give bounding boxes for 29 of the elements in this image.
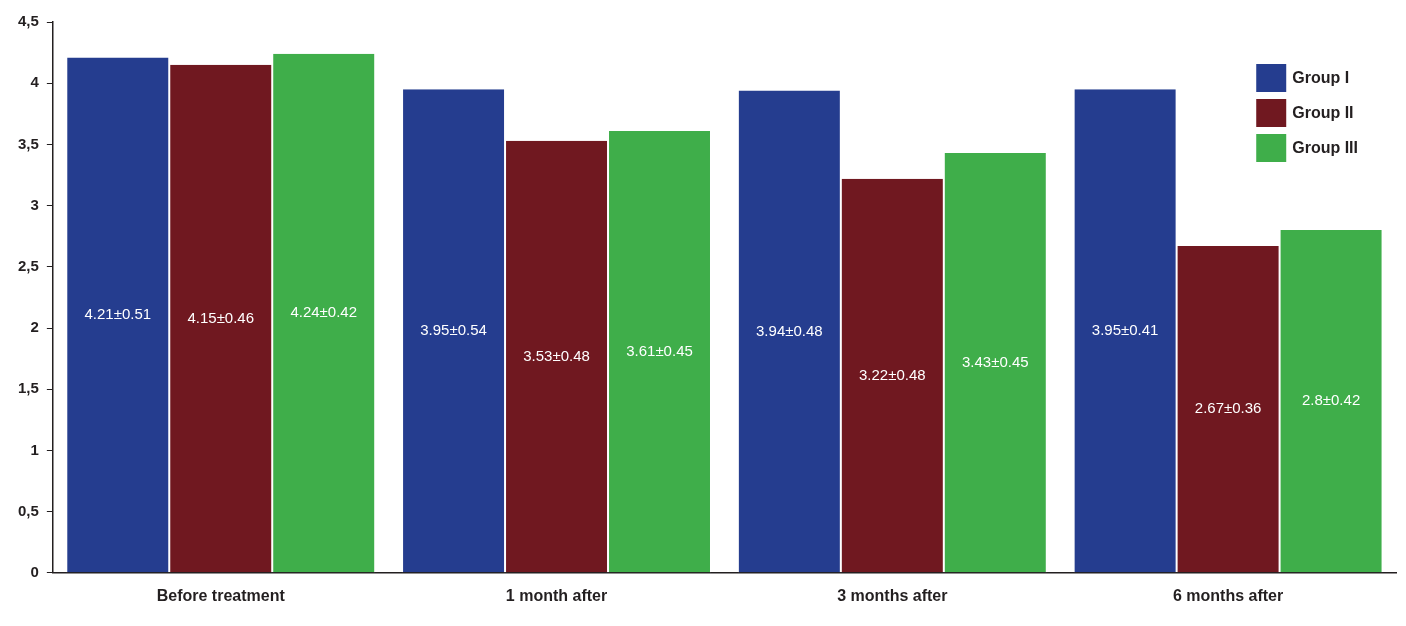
data-label: 3.95±0.41 bbox=[1091, 320, 1159, 338]
data-label: 3.94±0.48 bbox=[756, 321, 823, 339]
y-tick-label: 4 bbox=[30, 73, 40, 91]
y-tick-label: 2 bbox=[30, 318, 39, 336]
y-tick-label: 1,5 bbox=[17, 379, 39, 397]
y-tick-label: 4,5 bbox=[17, 12, 39, 30]
legend-label: Group III bbox=[1292, 139, 1359, 157]
data-label: 3.22±0.48 bbox=[859, 365, 926, 383]
y-tick-label: 0,5 bbox=[17, 501, 39, 519]
y-tick-label: 2,5 bbox=[17, 256, 39, 274]
data-label: 3.95±0.54 bbox=[420, 320, 487, 338]
data-label: 3.43±0.45 bbox=[961, 352, 1029, 370]
data-label: 3.53±0.48 bbox=[523, 346, 590, 364]
data-label: 2.8±0.42 bbox=[1301, 391, 1361, 409]
y-tick-label: 1 bbox=[30, 440, 39, 458]
data-label: 4.24±0.42 bbox=[290, 303, 358, 321]
y-tick-label: 0 bbox=[30, 562, 39, 580]
y-tick-label: 3 bbox=[30, 195, 39, 213]
legend-label: Group II bbox=[1292, 104, 1354, 122]
data-label: 4.21±0.51 bbox=[84, 305, 152, 323]
legend-label: Group I bbox=[1292, 69, 1350, 87]
x-tick-label: 6 months after bbox=[1172, 586, 1284, 604]
data-label: 2.67±0.36 bbox=[1194, 399, 1262, 417]
data-label: 3.61±0.45 bbox=[626, 341, 693, 359]
x-tick-label: 1 month after bbox=[505, 586, 608, 604]
data-label: 4.15±0.46 bbox=[187, 308, 255, 326]
y-tick-label: 3,5 bbox=[17, 134, 39, 152]
x-tick-label: Before treatment bbox=[156, 586, 286, 604]
x-tick-label: 3 months after bbox=[837, 586, 948, 604]
